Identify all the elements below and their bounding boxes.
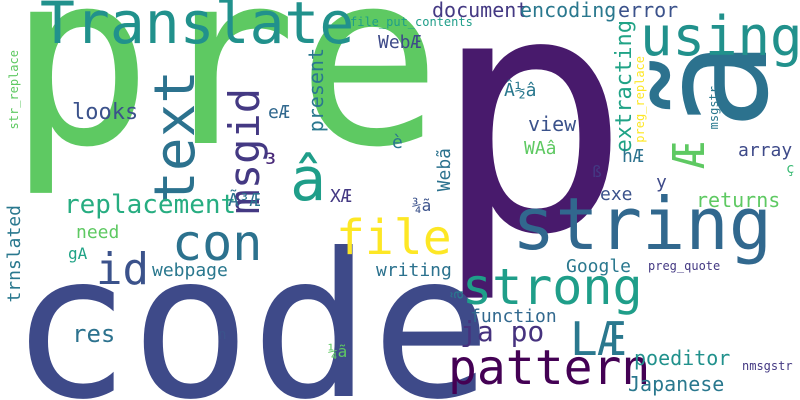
word-4: Translate <box>40 0 355 57</box>
word-50: ß <box>592 162 602 181</box>
word-12: using <box>640 5 800 68</box>
word-57: str_replace <box>7 50 21 130</box>
word-56: file_put_contents <box>350 15 473 29</box>
word-41: Ã³Æ <box>228 190 261 211</box>
word-23: error <box>618 0 679 22</box>
word-58: preg_replace <box>633 56 647 143</box>
word-52: ¼ã <box>328 342 348 361</box>
word-18: ja po <box>460 315 545 348</box>
word-60: preg_quote <box>648 259 721 273</box>
word-27: returns <box>696 188 781 212</box>
word-46: ç <box>786 161 795 177</box>
word-45: è <box>392 132 403 153</box>
word-61: nmsgstr <box>742 359 793 373</box>
word-40: Â½â <box>504 80 537 101</box>
word-32: webpage <box>152 260 228 281</box>
word-54: gA <box>68 244 88 263</box>
word-5: string <box>512 182 773 266</box>
word-26: poeditor <box>634 346 731 370</box>
word-11: strong <box>462 258 643 316</box>
word-15: LÆ <box>570 312 626 366</box>
word-35: need <box>76 222 120 243</box>
word-25: Japanese <box>628 372 725 396</box>
word-29: present <box>304 48 328 133</box>
word-21: document <box>432 0 529 22</box>
word-2: code <box>10 211 492 400</box>
word-16: Æ <box>664 142 715 169</box>
word-43: eÆ <box>268 102 290 123</box>
word-49: y <box>656 172 667 193</box>
word-47: hÆ <box>622 146 644 167</box>
word-55: n <box>218 327 227 343</box>
word-22: encoding <box>520 0 617 22</box>
word-0: pre <box>8 0 442 200</box>
word-39: WAâ <box>524 138 557 159</box>
word-33: Google <box>566 256 632 277</box>
word-20: looks <box>72 100 139 125</box>
word-1: p <box>432 0 631 307</box>
word-51: ¾ã <box>412 196 432 215</box>
word-38: Webã <box>434 148 455 192</box>
word-19: res <box>72 320 116 348</box>
word-34: function <box>470 306 557 327</box>
word-6: con <box>172 214 263 272</box>
word-44: ³ <box>262 147 279 180</box>
word-28: array <box>738 140 793 161</box>
word-7: text <box>143 70 208 205</box>
word-36: trnslated <box>4 205 25 303</box>
word-53: ã <box>448 290 467 300</box>
word-48: exe <box>600 184 633 205</box>
word-31: writing <box>376 260 452 281</box>
word-24: view <box>528 112 577 136</box>
word-59: msgstr <box>707 86 721 130</box>
word-10: pattern <box>448 340 651 396</box>
word-37: WebÆ <box>378 32 422 53</box>
word-14: id <box>96 244 149 295</box>
word-9: â <box>290 145 327 215</box>
word-42: XÆ <box>330 186 352 207</box>
word-17: replacement <box>64 190 237 220</box>
word-8: file <box>336 210 452 266</box>
